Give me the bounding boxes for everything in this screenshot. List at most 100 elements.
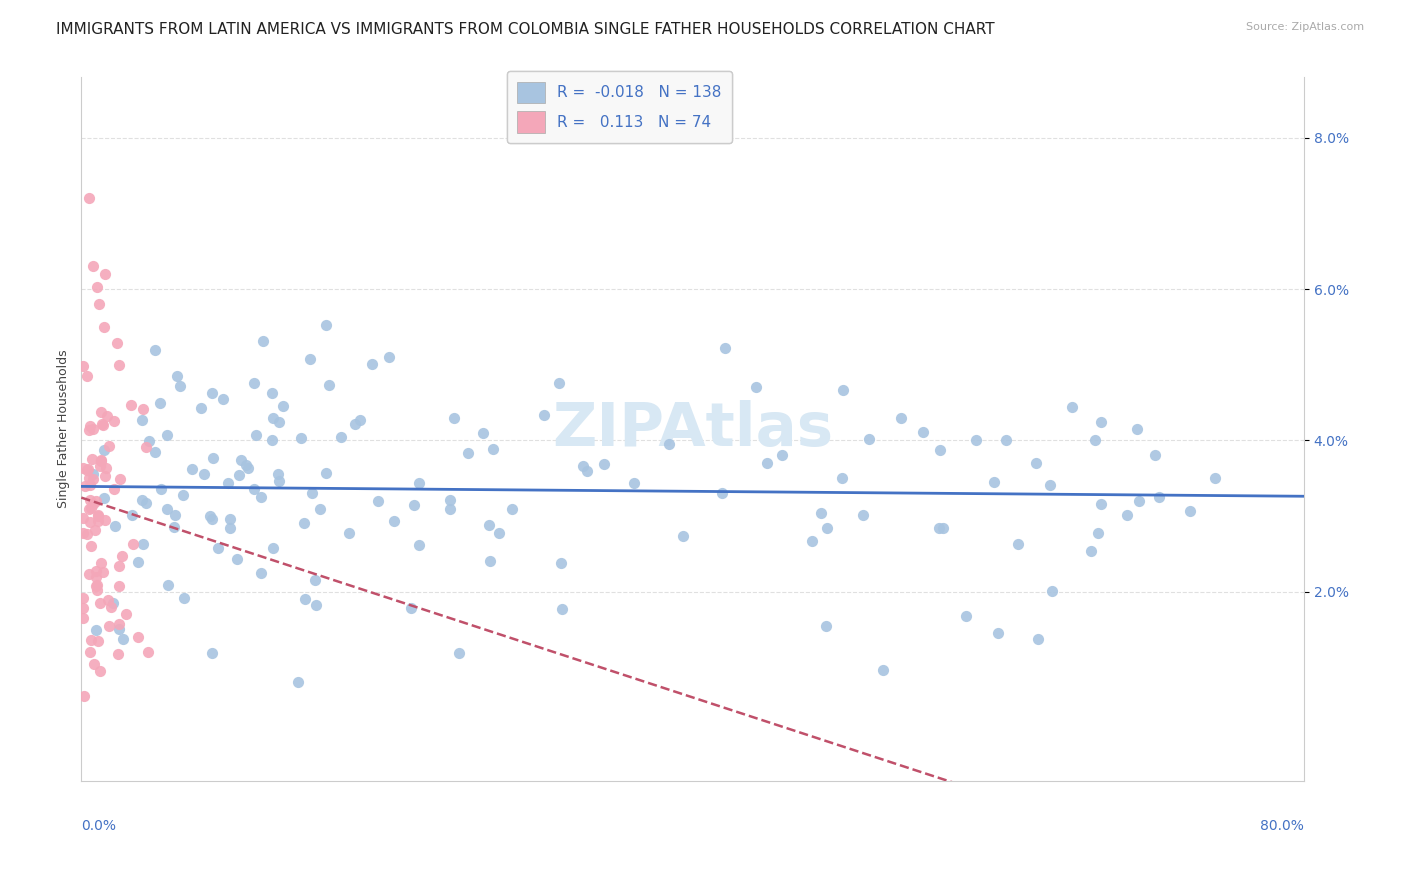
Point xyxy=(292,516,315,530)
Point xyxy=(79,515,101,529)
Text: 80.0%: 80.0% xyxy=(1260,819,1303,833)
Point xyxy=(127,555,149,569)
Point xyxy=(72,611,94,625)
Point xyxy=(262,541,284,555)
Point xyxy=(304,599,326,613)
Point xyxy=(84,494,107,508)
Point xyxy=(76,526,98,541)
Point xyxy=(90,452,112,467)
Point xyxy=(72,461,94,475)
Legend: R =  -0.018   N = 138, R =   0.113   N = 74: R = -0.018 N = 138, R = 0.113 N = 74 xyxy=(506,71,733,144)
Point xyxy=(97,619,120,633)
Point xyxy=(262,433,284,447)
Point xyxy=(260,386,283,401)
Point xyxy=(90,453,112,467)
Text: ZIPAtlas: ZIPAtlas xyxy=(553,400,834,458)
Point xyxy=(872,663,894,677)
Point xyxy=(122,537,145,551)
Point xyxy=(349,413,371,427)
Point xyxy=(337,526,360,541)
Point xyxy=(77,191,100,205)
Point xyxy=(217,475,239,490)
Point xyxy=(471,426,494,441)
Point xyxy=(1143,449,1166,463)
Point xyxy=(269,474,291,488)
Point xyxy=(107,647,129,661)
Point xyxy=(439,502,461,516)
Point xyxy=(103,414,125,428)
Point xyxy=(84,570,107,584)
Point xyxy=(402,498,425,512)
Point xyxy=(93,443,115,458)
Point xyxy=(457,446,479,460)
Point xyxy=(439,493,461,508)
Point xyxy=(105,336,128,351)
Point xyxy=(97,592,120,607)
Point xyxy=(269,416,291,430)
Point xyxy=(228,467,250,482)
Point xyxy=(1116,508,1139,522)
Point xyxy=(163,508,186,522)
Point xyxy=(1026,632,1049,646)
Point xyxy=(166,369,188,384)
Y-axis label: Single Father Households: Single Father Households xyxy=(58,350,70,508)
Point xyxy=(443,411,465,425)
Text: 0.0%: 0.0% xyxy=(82,819,117,833)
Point xyxy=(79,645,101,659)
Point xyxy=(551,602,574,616)
Point xyxy=(72,511,94,525)
Point xyxy=(592,458,614,472)
Point xyxy=(73,689,96,703)
Point xyxy=(94,267,117,281)
Point xyxy=(72,591,94,605)
Point xyxy=(87,633,110,648)
Point xyxy=(1090,415,1112,429)
Point xyxy=(550,556,572,570)
Point xyxy=(478,518,501,533)
Point xyxy=(173,591,195,606)
Point xyxy=(104,519,127,533)
Point xyxy=(131,413,153,427)
Point xyxy=(236,461,259,475)
Point xyxy=(378,351,401,365)
Point xyxy=(82,452,104,467)
Point xyxy=(478,554,501,568)
Point xyxy=(87,508,110,523)
Point xyxy=(831,471,853,485)
Point xyxy=(72,600,94,615)
Point xyxy=(271,399,294,413)
Point xyxy=(309,501,332,516)
Point xyxy=(108,559,131,574)
Point xyxy=(86,280,108,294)
Point xyxy=(1039,478,1062,492)
Point xyxy=(103,596,125,610)
Point xyxy=(1147,490,1170,504)
Point xyxy=(143,343,166,357)
Point xyxy=(298,352,321,367)
Point xyxy=(965,434,987,448)
Point xyxy=(115,607,138,622)
Point xyxy=(1040,584,1063,599)
Point xyxy=(84,579,107,593)
Point xyxy=(82,422,104,436)
Point xyxy=(367,494,389,508)
Point xyxy=(91,565,114,579)
Point xyxy=(330,430,353,444)
Point xyxy=(408,476,430,491)
Point xyxy=(360,357,382,371)
Point xyxy=(193,467,215,482)
Point xyxy=(97,439,120,453)
Point xyxy=(315,467,337,481)
Point xyxy=(1126,422,1149,436)
Point xyxy=(1178,503,1201,517)
Point xyxy=(1087,525,1109,540)
Point xyxy=(138,434,160,449)
Point xyxy=(1090,498,1112,512)
Point xyxy=(399,601,422,615)
Text: IMMIGRANTS FROM LATIN AMERICA VS IMMIGRANTS FROM COLOMBIA SINGLE FATHER HOUSEHOL: IMMIGRANTS FROM LATIN AMERICA VS IMMIGRA… xyxy=(56,22,995,37)
Point xyxy=(93,513,115,527)
Point xyxy=(149,482,172,496)
Point xyxy=(82,472,104,486)
Point xyxy=(658,437,681,451)
Point xyxy=(77,567,100,582)
